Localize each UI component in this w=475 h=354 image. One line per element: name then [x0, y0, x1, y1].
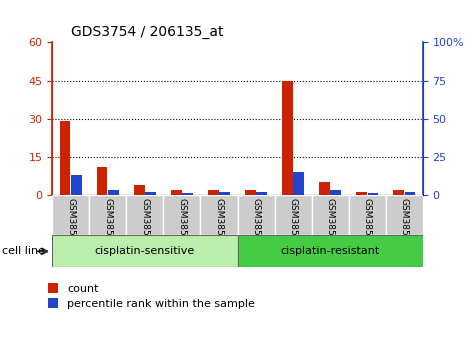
- Text: GSM385724: GSM385724: [178, 198, 186, 253]
- Text: cell line: cell line: [2, 246, 46, 256]
- Text: GSM385729: GSM385729: [363, 198, 371, 253]
- Bar: [356, 192, 367, 195]
- Bar: [60, 121, 70, 195]
- Legend: count, percentile rank within the sample: count, percentile rank within the sample: [48, 284, 255, 309]
- Bar: [208, 190, 219, 195]
- Text: GSM385725: GSM385725: [215, 198, 223, 253]
- Bar: [405, 192, 415, 195]
- Bar: [126, 195, 163, 235]
- Bar: [200, 195, 238, 235]
- Text: GSM385727: GSM385727: [289, 198, 297, 253]
- Text: cisplatin-sensitive: cisplatin-sensitive: [95, 246, 195, 256]
- Bar: [331, 190, 341, 195]
- Bar: [245, 190, 256, 195]
- Bar: [282, 81, 293, 195]
- Bar: [163, 195, 200, 235]
- Bar: [108, 190, 119, 195]
- Bar: [89, 195, 126, 235]
- Bar: [238, 235, 423, 267]
- Text: GSM385728: GSM385728: [326, 198, 334, 253]
- Text: GSM385721: GSM385721: [66, 198, 75, 253]
- Bar: [349, 195, 386, 235]
- Bar: [319, 182, 330, 195]
- Text: GDS3754 / 206135_at: GDS3754 / 206135_at: [71, 25, 223, 39]
- Bar: [238, 195, 275, 235]
- Bar: [386, 195, 423, 235]
- Bar: [71, 175, 82, 195]
- Text: GSM385730: GSM385730: [400, 198, 408, 253]
- Bar: [52, 195, 89, 235]
- Bar: [256, 192, 267, 195]
- Bar: [145, 192, 156, 195]
- Bar: [182, 193, 193, 195]
- Bar: [393, 190, 404, 195]
- Bar: [52, 235, 238, 267]
- Text: GSM385726: GSM385726: [252, 198, 260, 253]
- Bar: [171, 190, 181, 195]
- Bar: [97, 167, 107, 195]
- Text: GSM385723: GSM385723: [141, 198, 149, 253]
- Bar: [368, 193, 378, 195]
- Bar: [134, 184, 144, 195]
- Text: GSM385722: GSM385722: [104, 198, 112, 253]
- Bar: [275, 195, 312, 235]
- Bar: [294, 172, 304, 195]
- Bar: [219, 192, 230, 195]
- Text: cisplatin-resistant: cisplatin-resistant: [281, 246, 380, 256]
- Bar: [312, 195, 349, 235]
